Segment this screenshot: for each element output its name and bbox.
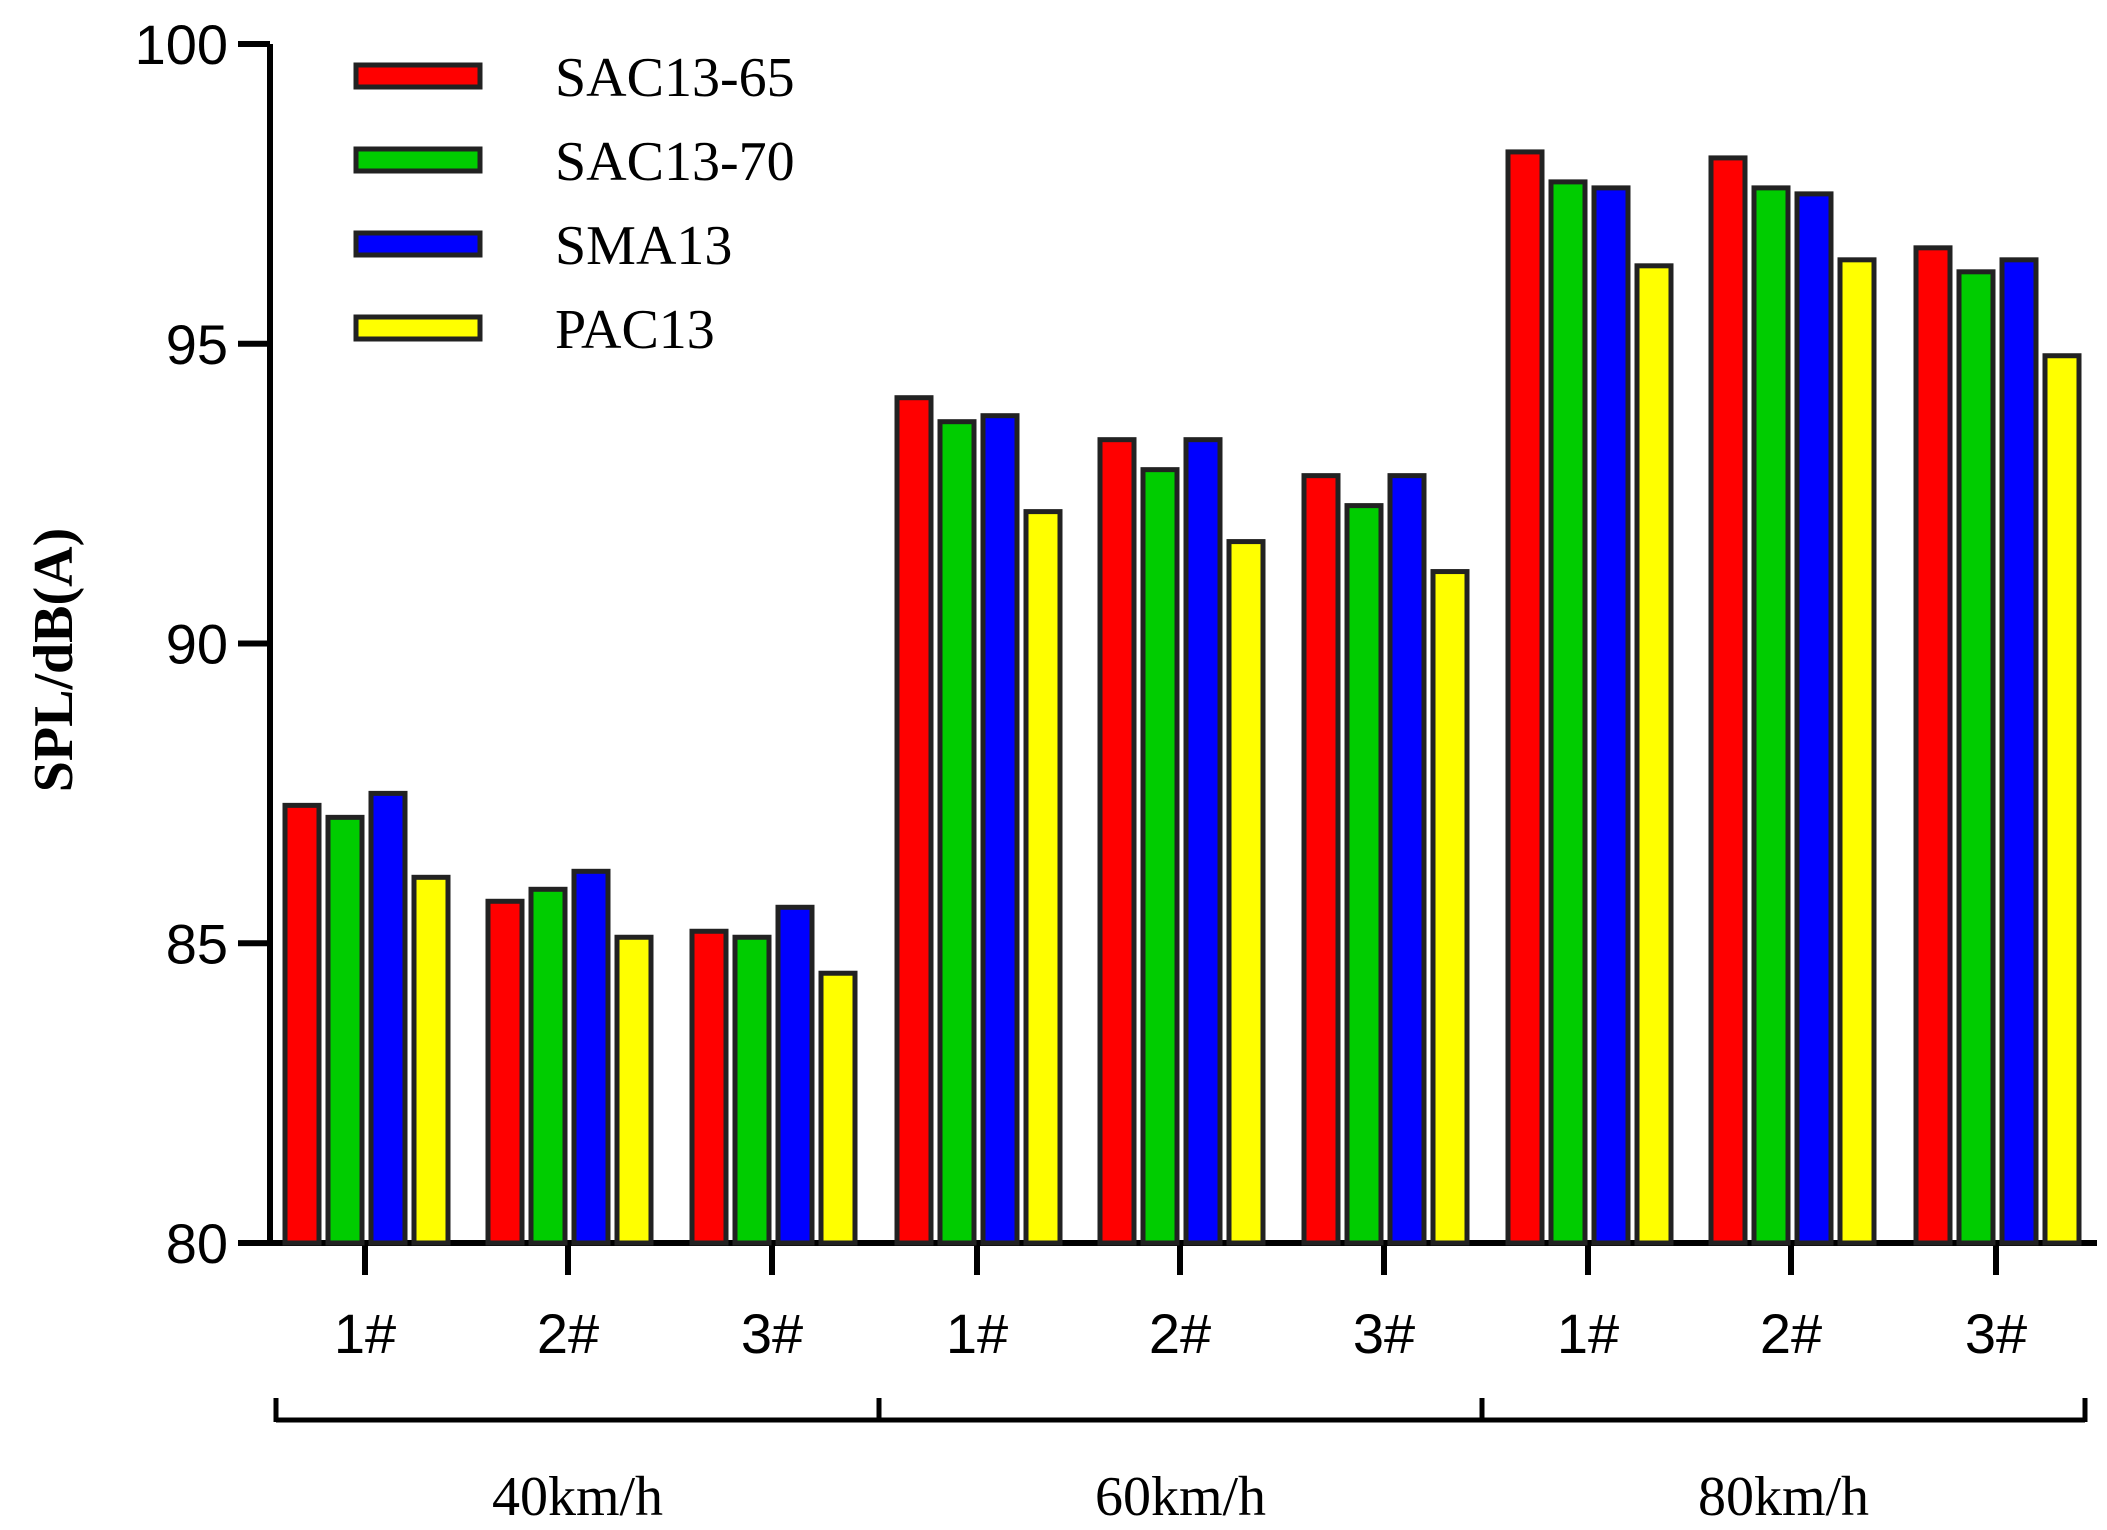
bar-pac13-60kmh-3	[1430, 569, 1470, 1246]
bar-sac13-70-80kmh-1	[1548, 179, 1588, 1246]
x-category-label: 3#	[1353, 1302, 1415, 1365]
bar-sma13-40kmh-2	[571, 868, 611, 1246]
bar-sac13-70-60kmh-1	[937, 419, 977, 1246]
legend-swatch-pac13	[353, 314, 483, 342]
bar-sma13-60kmh-3	[1387, 473, 1427, 1246]
bar-sac13-65-40kmh-1	[282, 802, 322, 1246]
bar-sma13-80kmh-3	[1999, 257, 2039, 1246]
y-tick-label: 100	[135, 13, 228, 76]
x-category-label: 3#	[1965, 1302, 2027, 1365]
bar-sac13-70-80kmh-3	[1956, 269, 1996, 1246]
bar-pac13-60kmh-1	[1023, 509, 1063, 1246]
legend-swatch-sac13-65	[353, 62, 483, 90]
bar-pac13-80kmh-3	[2042, 353, 2082, 1246]
legend-swatch-sac13-70	[353, 146, 483, 174]
y-tick-label: 90	[166, 613, 228, 676]
x-group-label: 80km/h	[1698, 1466, 1869, 1528]
x-category-label: 2#	[537, 1302, 599, 1365]
x-category-label: 1#	[946, 1302, 1008, 1365]
bar-sac13-70-80kmh-2	[1751, 185, 1791, 1246]
bar-pac13-80kmh-2	[1837, 257, 1877, 1246]
bar-pac13-40kmh-2	[614, 934, 654, 1246]
bar-sac13-65-80kmh-1	[1505, 149, 1545, 1246]
x-category-label: 1#	[1557, 1302, 1619, 1365]
y-axis-title: SPL/dB(A)	[23, 528, 85, 793]
bar-sac13-65-60kmh-3	[1301, 473, 1341, 1246]
bar-sac13-65-40kmh-2	[485, 898, 525, 1246]
bar-sac13-65-60kmh-1	[894, 395, 934, 1246]
legend: SAC13-65 SAC13-70 SMA13 PAC13	[353, 47, 795, 361]
y-tick-label: 80	[166, 1212, 228, 1275]
bar-sma13-60kmh-1	[980, 413, 1020, 1246]
bar-sac13-65-40kmh-3	[689, 928, 729, 1246]
x-category-label: 3#	[741, 1302, 803, 1365]
y-tick-label: 85	[166, 912, 228, 975]
bar-sac13-65-80kmh-3	[1913, 245, 1953, 1246]
bar-sac13-65-80kmh-2	[1708, 155, 1748, 1246]
bar-sac13-70-60kmh-2	[1140, 467, 1180, 1246]
bar-sac13-70-40kmh-1	[325, 814, 365, 1246]
bar-sac13-70-40kmh-3	[732, 934, 772, 1246]
legend-label: SMA13	[555, 215, 732, 277]
bar-sma13-40kmh-1	[368, 790, 408, 1246]
bar-pac13-40kmh-3	[818, 970, 858, 1246]
x-category-label: 2#	[1149, 1302, 1211, 1365]
bar-pac13-60kmh-2	[1226, 539, 1266, 1246]
bar-sac13-70-40kmh-2	[528, 886, 568, 1246]
legend-label: PAC13	[555, 299, 715, 361]
bar-sac13-65-60kmh-2	[1097, 437, 1137, 1246]
legend-swatch-sma13	[353, 230, 483, 258]
x-category-label: 2#	[1760, 1302, 1822, 1365]
legend-label: SAC13-65	[555, 47, 795, 109]
bar-pac13-80kmh-1	[1634, 263, 1674, 1246]
bar-sac13-70-60kmh-3	[1344, 503, 1384, 1246]
labels: 80 85 90 95 100 1# 2# 3# 1# 2# 3# 1# 2# 3# 40km/h 60km/…	[23, 13, 2027, 1528]
bar-sma13-40kmh-3	[775, 904, 815, 1246]
y-tick-label: 95	[166, 313, 228, 376]
x-group-label: 40km/h	[492, 1466, 663, 1528]
x-category-label: 1#	[334, 1302, 396, 1365]
bar-sma13-80kmh-1	[1591, 185, 1631, 1246]
legend-label: SAC13-70	[555, 131, 795, 193]
bar-sma13-60kmh-2	[1183, 437, 1223, 1246]
bar-pac13-40kmh-1	[411, 874, 451, 1246]
x-group-label: 60km/h	[1095, 1466, 1266, 1528]
bars	[282, 149, 2082, 1246]
bar-sma13-80kmh-2	[1794, 191, 1834, 1246]
